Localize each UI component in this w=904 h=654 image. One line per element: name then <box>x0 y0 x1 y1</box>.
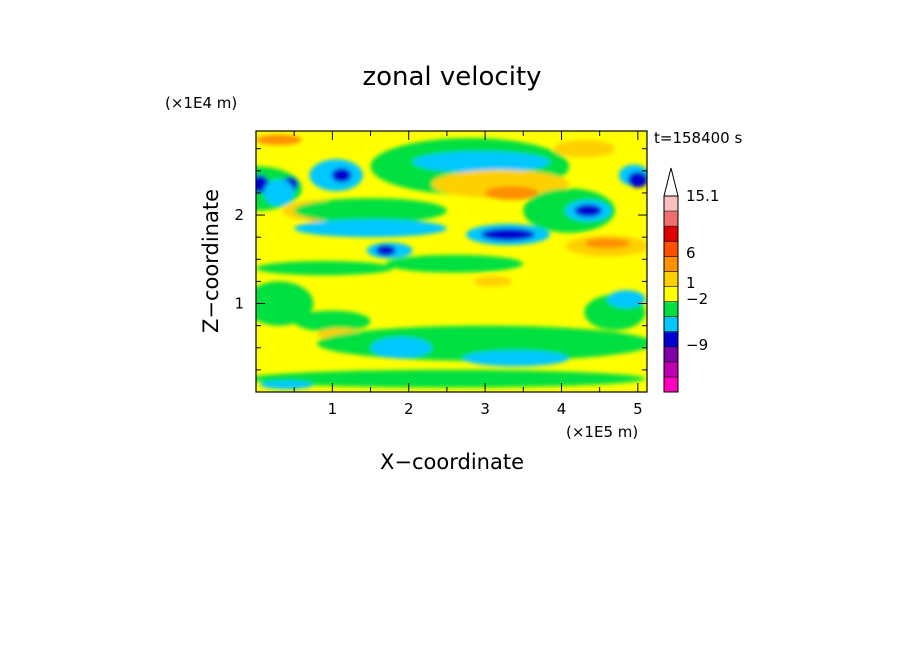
field-region-3 <box>263 179 295 207</box>
field-region-20 <box>574 204 602 217</box>
colorbar-level-8 <box>664 256 678 272</box>
field-region-5 <box>331 168 352 183</box>
field-region-38 <box>256 134 302 146</box>
colorbar-level-0 <box>664 376 678 393</box>
field-region-37 <box>259 380 314 390</box>
x-tick-label: 2 <box>404 400 414 418</box>
x-tick-label: 3 <box>480 400 490 418</box>
plot-frame <box>255 130 648 393</box>
field-region-17 <box>481 228 535 241</box>
colorbar-level-11 <box>664 211 678 227</box>
y-tick-label: 2 <box>234 206 244 224</box>
field-region-26 <box>385 254 524 273</box>
field-region-35 <box>607 290 646 308</box>
y-axis-ticks: 12 <box>234 148 647 371</box>
colorbar-label: −9 <box>686 336 708 354</box>
colorbar: 15.1 6 1−2 −9 <box>663 167 719 393</box>
colorbar-level-10 <box>664 226 678 242</box>
colorbar-frame <box>663 195 679 393</box>
colorbar-level-9 <box>664 241 678 257</box>
chart-title: zonal velocity <box>362 62 541 92</box>
heatmap-field <box>256 131 647 392</box>
colorbar-label: 15.1 <box>686 187 719 205</box>
field-region-29 <box>294 310 371 332</box>
field-region-33 <box>462 350 570 367</box>
field-region-28 <box>256 281 314 326</box>
colorbar-level-7 <box>664 271 678 287</box>
x-tick-label: 5 <box>633 400 643 418</box>
field-region-39 <box>473 276 512 287</box>
field-region-22 <box>627 171 647 188</box>
colorbar-extend-max <box>663 167 679 197</box>
y-axis-label: Z−coordinate <box>199 189 223 333</box>
y-tick-label: 1 <box>234 295 244 313</box>
field-region-13 <box>412 151 551 173</box>
x-axis-ticks: 1 2 3 4 5 <box>293 131 643 418</box>
x-tick-label: 1 <box>328 400 338 418</box>
field-region-11 <box>375 245 396 256</box>
field-region-36 <box>256 369 646 388</box>
time-label: t=158400 s <box>654 129 742 147</box>
field-region-9 <box>294 219 447 238</box>
field-region-25 <box>584 238 631 249</box>
colorbar-level-4 <box>664 316 678 333</box>
x-unit-label: (×1E5 m) <box>566 423 638 441</box>
colorbar-level-3 <box>664 331 678 348</box>
colorbar-level-6 <box>664 286 678 303</box>
colorbar-level-5 <box>664 301 678 318</box>
field-region-27 <box>256 261 394 276</box>
colorbar-level-2 <box>664 346 678 363</box>
colorbar-label: −2 <box>686 290 708 308</box>
field-region-8 <box>294 198 447 224</box>
field-region-15 <box>485 185 539 201</box>
x-axis-label: X−coordinate <box>380 450 524 474</box>
colorbar-level-12 <box>664 196 678 212</box>
x-tick-label: 4 <box>557 400 567 418</box>
field-region-32 <box>370 337 432 359</box>
y-unit-label: (×1E4 m) <box>165 94 237 112</box>
colorbar-level-1 <box>664 361 678 378</box>
field-region-23 <box>553 139 615 158</box>
colorbar-label: 1 <box>686 274 696 292</box>
colorbar-label: 6 <box>686 244 696 262</box>
